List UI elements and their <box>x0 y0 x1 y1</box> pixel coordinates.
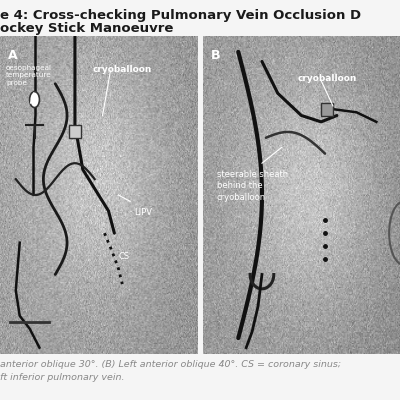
Text: CS: CS <box>118 252 130 261</box>
Text: anterior oblique 30°. (B) Left anterior oblique 40°. CS = coronary sinus;: anterior oblique 30°. (B) Left anterior … <box>0 360 341 369</box>
Text: oesophageal
temperature
probe: oesophageal temperature probe <box>6 65 52 86</box>
Text: steerable sheath
behind the
cryoballoon: steerable sheath behind the cryoballoon <box>217 170 288 202</box>
FancyBboxPatch shape <box>69 125 81 138</box>
Text: cryoballoon: cryoballoon <box>93 65 152 74</box>
FancyBboxPatch shape <box>321 103 333 116</box>
Text: LIPV: LIPV <box>134 208 152 217</box>
Text: A: A <box>8 49 18 62</box>
Text: B: B <box>211 49 220 62</box>
Text: cryoballoon: cryoballoon <box>298 74 357 83</box>
Text: ft inferior pulmonary vein.: ft inferior pulmonary vein. <box>0 373 124 382</box>
Text: e 4: Cross-checking Pulmonary Vein Occlusion D: e 4: Cross-checking Pulmonary Vein Occlu… <box>0 9 361 22</box>
Circle shape <box>30 92 40 108</box>
Text: ockey Stick Manoeuvre: ockey Stick Manoeuvre <box>0 22 173 35</box>
